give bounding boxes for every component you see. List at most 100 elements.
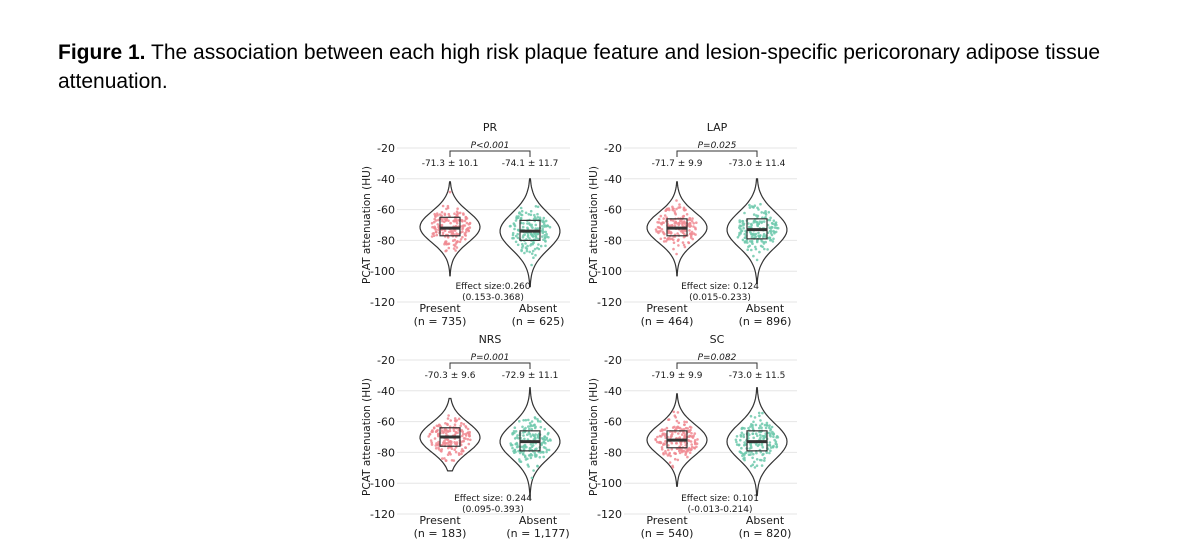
data-point <box>526 457 529 461</box>
data-point <box>675 207 678 211</box>
data-point <box>654 228 658 231</box>
data-point <box>751 425 754 428</box>
data-point <box>664 209 667 212</box>
data-point <box>429 439 433 442</box>
data-point <box>688 218 692 222</box>
n-label-present: (n = 540) <box>641 527 694 540</box>
data-point <box>750 239 754 243</box>
data-point <box>663 236 667 240</box>
data-point <box>527 222 531 225</box>
data-point <box>465 227 469 231</box>
data-point <box>530 252 534 255</box>
data-point <box>687 241 691 245</box>
data-point <box>764 215 767 219</box>
data-point <box>746 241 749 244</box>
data-point <box>444 432 448 435</box>
data-point <box>677 238 680 241</box>
data-point <box>695 445 698 449</box>
data-point <box>542 455 545 459</box>
data-point <box>443 428 447 431</box>
data-point <box>669 435 672 439</box>
data-point <box>758 426 761 430</box>
data-point <box>672 219 675 222</box>
data-point <box>527 213 531 216</box>
data-point <box>528 432 532 436</box>
data-point <box>772 229 775 233</box>
violin-absent <box>726 178 788 285</box>
data-point <box>771 240 775 243</box>
data-point <box>764 210 767 213</box>
data-point <box>516 232 519 236</box>
data-point <box>749 414 753 418</box>
data-point <box>660 228 664 231</box>
data-point <box>678 222 681 225</box>
y-tick-label: -60 <box>604 204 622 217</box>
data-point <box>457 428 460 432</box>
data-point <box>752 254 755 258</box>
data-point <box>428 432 432 436</box>
data-point <box>775 226 779 230</box>
data-point <box>676 232 679 235</box>
data-point <box>539 244 543 248</box>
data-point <box>536 216 540 219</box>
data-point <box>748 447 751 450</box>
data-point <box>677 421 681 425</box>
data-point <box>536 418 539 421</box>
data-point <box>749 445 753 448</box>
data-point <box>447 446 450 450</box>
data-point <box>768 424 771 427</box>
y-axis-label: PCAT attenuation (HU) <box>588 166 600 284</box>
data-point <box>678 203 681 206</box>
data-point <box>686 427 689 430</box>
data-point <box>741 454 744 458</box>
data-point <box>763 459 766 462</box>
stat-label-present: -71.3 ± 10.1 <box>422 159 479 169</box>
data-point <box>534 227 537 230</box>
effect-size-ci: (-0.013-0.214) <box>687 505 752 515</box>
data-point <box>675 252 678 256</box>
data-point <box>774 222 777 225</box>
significance-bracket <box>676 150 758 157</box>
data-point <box>524 455 527 459</box>
data-point <box>762 452 765 456</box>
data-point <box>762 220 766 223</box>
data-point <box>742 435 746 439</box>
data-point <box>751 233 755 237</box>
data-point <box>749 226 753 229</box>
data-point <box>759 436 762 439</box>
data-point <box>695 221 698 224</box>
n-label-absent: (n = 820) <box>739 527 792 540</box>
stat-label-absent: -73.0 ± 11.4 <box>729 159 786 169</box>
stat-label-absent: -72.9 ± 11.1 <box>502 371 559 381</box>
panel-title: PR <box>483 121 498 134</box>
data-point <box>759 244 763 248</box>
data-point <box>744 451 747 454</box>
data-point <box>455 441 459 444</box>
data-point <box>464 425 467 428</box>
data-point <box>463 224 467 227</box>
data-point <box>757 222 761 226</box>
data-point <box>667 418 670 421</box>
data-point <box>448 440 451 444</box>
data-point <box>518 211 521 214</box>
data-point <box>546 432 550 436</box>
data-point <box>534 253 537 257</box>
data-point <box>680 222 684 225</box>
data-point <box>437 440 440 444</box>
data-point <box>528 427 531 431</box>
data-point <box>761 446 765 449</box>
data-point <box>460 421 463 425</box>
stat-label-absent: -74.1 ± 11.7 <box>502 159 559 169</box>
figure-caption: Figure 1. The association between each h… <box>58 38 1158 96</box>
data-point <box>513 426 517 429</box>
data-point <box>542 450 545 454</box>
data-point <box>534 217 538 221</box>
data-point <box>750 235 754 239</box>
data-point <box>524 246 528 249</box>
data-point <box>671 208 674 212</box>
data-point <box>758 458 762 462</box>
data-point <box>755 220 759 224</box>
data-point <box>448 190 452 194</box>
data-point <box>528 446 532 450</box>
data-point <box>775 445 778 449</box>
